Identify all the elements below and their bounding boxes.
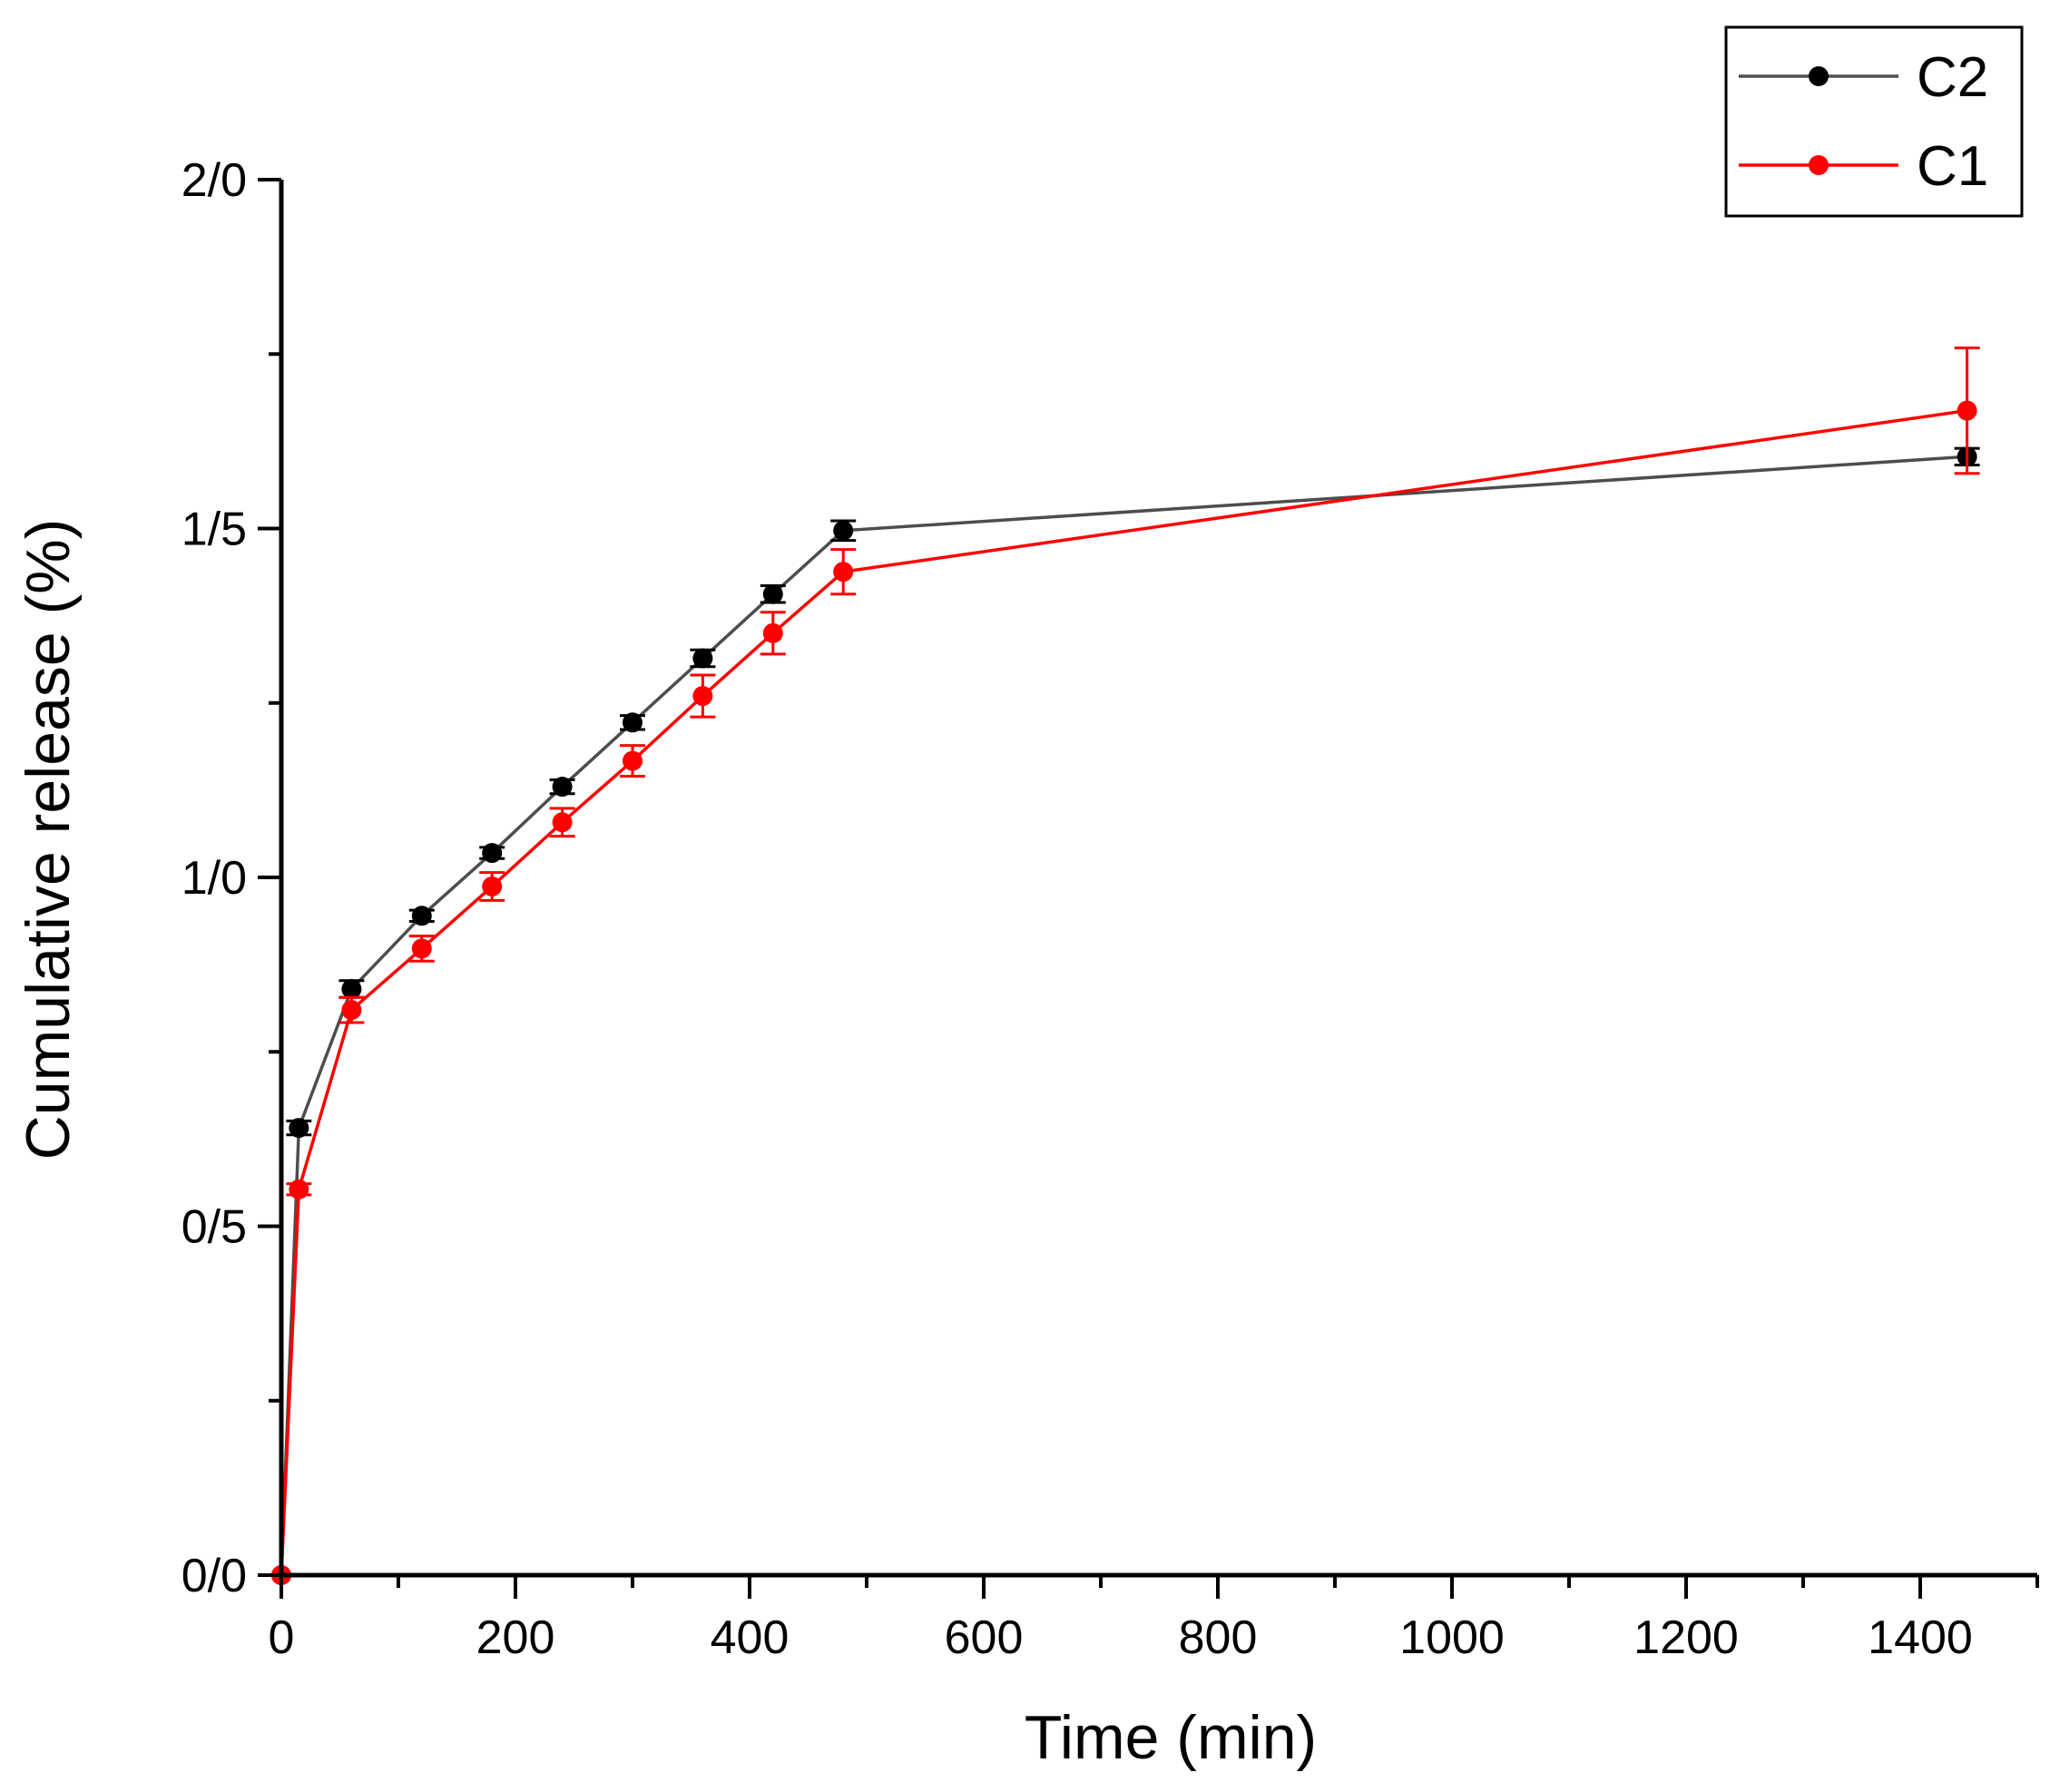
- x-tick-label: 1400: [1868, 1611, 1973, 1664]
- data-point-c2: [762, 583, 783, 604]
- y-tick-label: 2/0: [181, 154, 247, 207]
- data-point-c1: [833, 562, 854, 583]
- data-point-c2: [552, 777, 573, 798]
- legend-label-c1: C1: [1917, 135, 1988, 198]
- data-point-c2: [482, 843, 503, 864]
- x-tick-label: 600: [945, 1611, 1024, 1664]
- series-line-c2: [280, 455, 1967, 1576]
- data-point-c1: [411, 938, 432, 959]
- x-tick-label: 800: [1179, 1611, 1258, 1664]
- series-c2: [271, 446, 1980, 1585]
- y-tick-label: 1/0: [181, 852, 247, 905]
- y-tick-label: 1/5: [181, 504, 247, 556]
- y-tick-label: 0/5: [181, 1201, 247, 1254]
- x-axis-title: Time (min): [1025, 1703, 1317, 1772]
- data-point-c1: [341, 1000, 362, 1021]
- axes-layer: 0 200 400 600 800 1000 1200 1400 0/0 0/5 1/0 1/5 2/0: [181, 154, 2039, 1664]
- x-tick-label: 400: [711, 1611, 790, 1664]
- data-point-c2: [833, 520, 854, 541]
- series-layer: [271, 346, 1980, 1585]
- data-point-c2: [341, 979, 362, 1000]
- x-tick-label: 1000: [1399, 1611, 1505, 1664]
- x-tick-label: 0: [269, 1611, 295, 1664]
- x-tick-label: 1200: [1633, 1611, 1739, 1664]
- legend-box: [1724, 25, 2024, 218]
- data-point-c1: [1957, 400, 1977, 421]
- legend-label-c2: C2: [1917, 46, 1988, 109]
- x-tick-label: 200: [476, 1611, 555, 1664]
- data-point-c1: [482, 876, 503, 896]
- data-point-c1: [762, 622, 783, 643]
- y-tick-label: 0/0: [181, 1550, 247, 1602]
- data-point-c1: [289, 1179, 309, 1200]
- data-point-c2: [623, 712, 642, 733]
- y-axis-title: Cumulative release (%): [14, 519, 83, 1160]
- data-point-c2: [289, 1118, 309, 1139]
- data-point-c1: [552, 812, 573, 833]
- legend-marker-c1: [1809, 155, 1829, 175]
- legend-marker-c2: [1809, 66, 1829, 86]
- data-point-c2: [411, 906, 432, 926]
- data-point-c2: [692, 648, 713, 669]
- data-point-c1: [692, 686, 713, 707]
- series-c1: [271, 346, 1980, 1585]
- data-point-c1: [623, 750, 642, 771]
- series-line-c1: [280, 408, 1967, 1576]
